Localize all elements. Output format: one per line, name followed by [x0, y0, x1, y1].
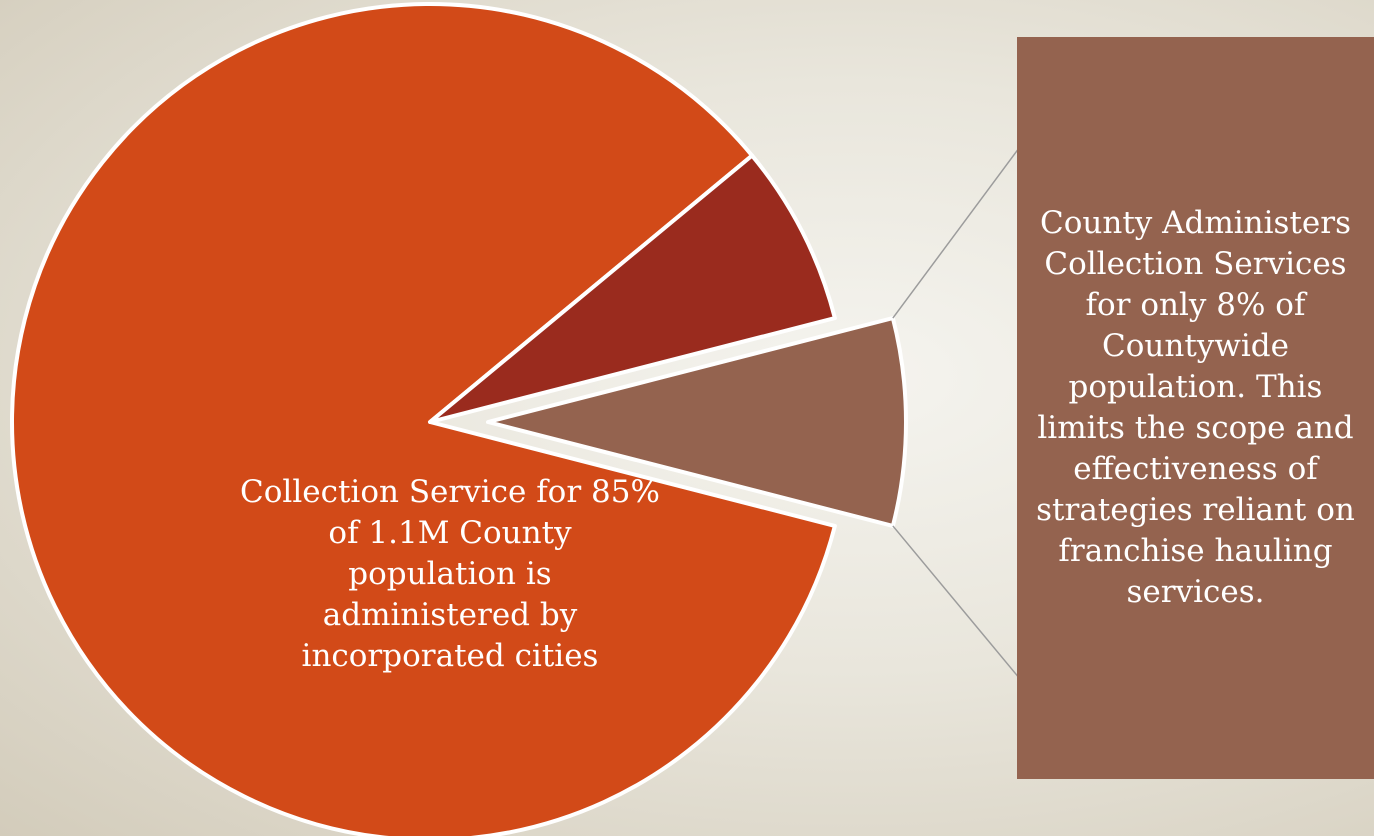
pie-slice-other [428, 153, 837, 424]
pie-slice-county-administered [486, 316, 908, 528]
callout-box: County Administers Collection Services f… [1017, 37, 1374, 779]
pie-slice-incorporated-cities [10, 2, 837, 836]
callout-leader-line-top [892, 139, 1026, 319]
callout-leader-line-bottom [892, 525, 1026, 686]
pie-slices [10, 2, 908, 836]
main-slice-label: Collection Service for 85% of 1.1M Count… [240, 474, 660, 674]
callout-text: County Administers Collection Services f… [1036, 205, 1355, 610]
